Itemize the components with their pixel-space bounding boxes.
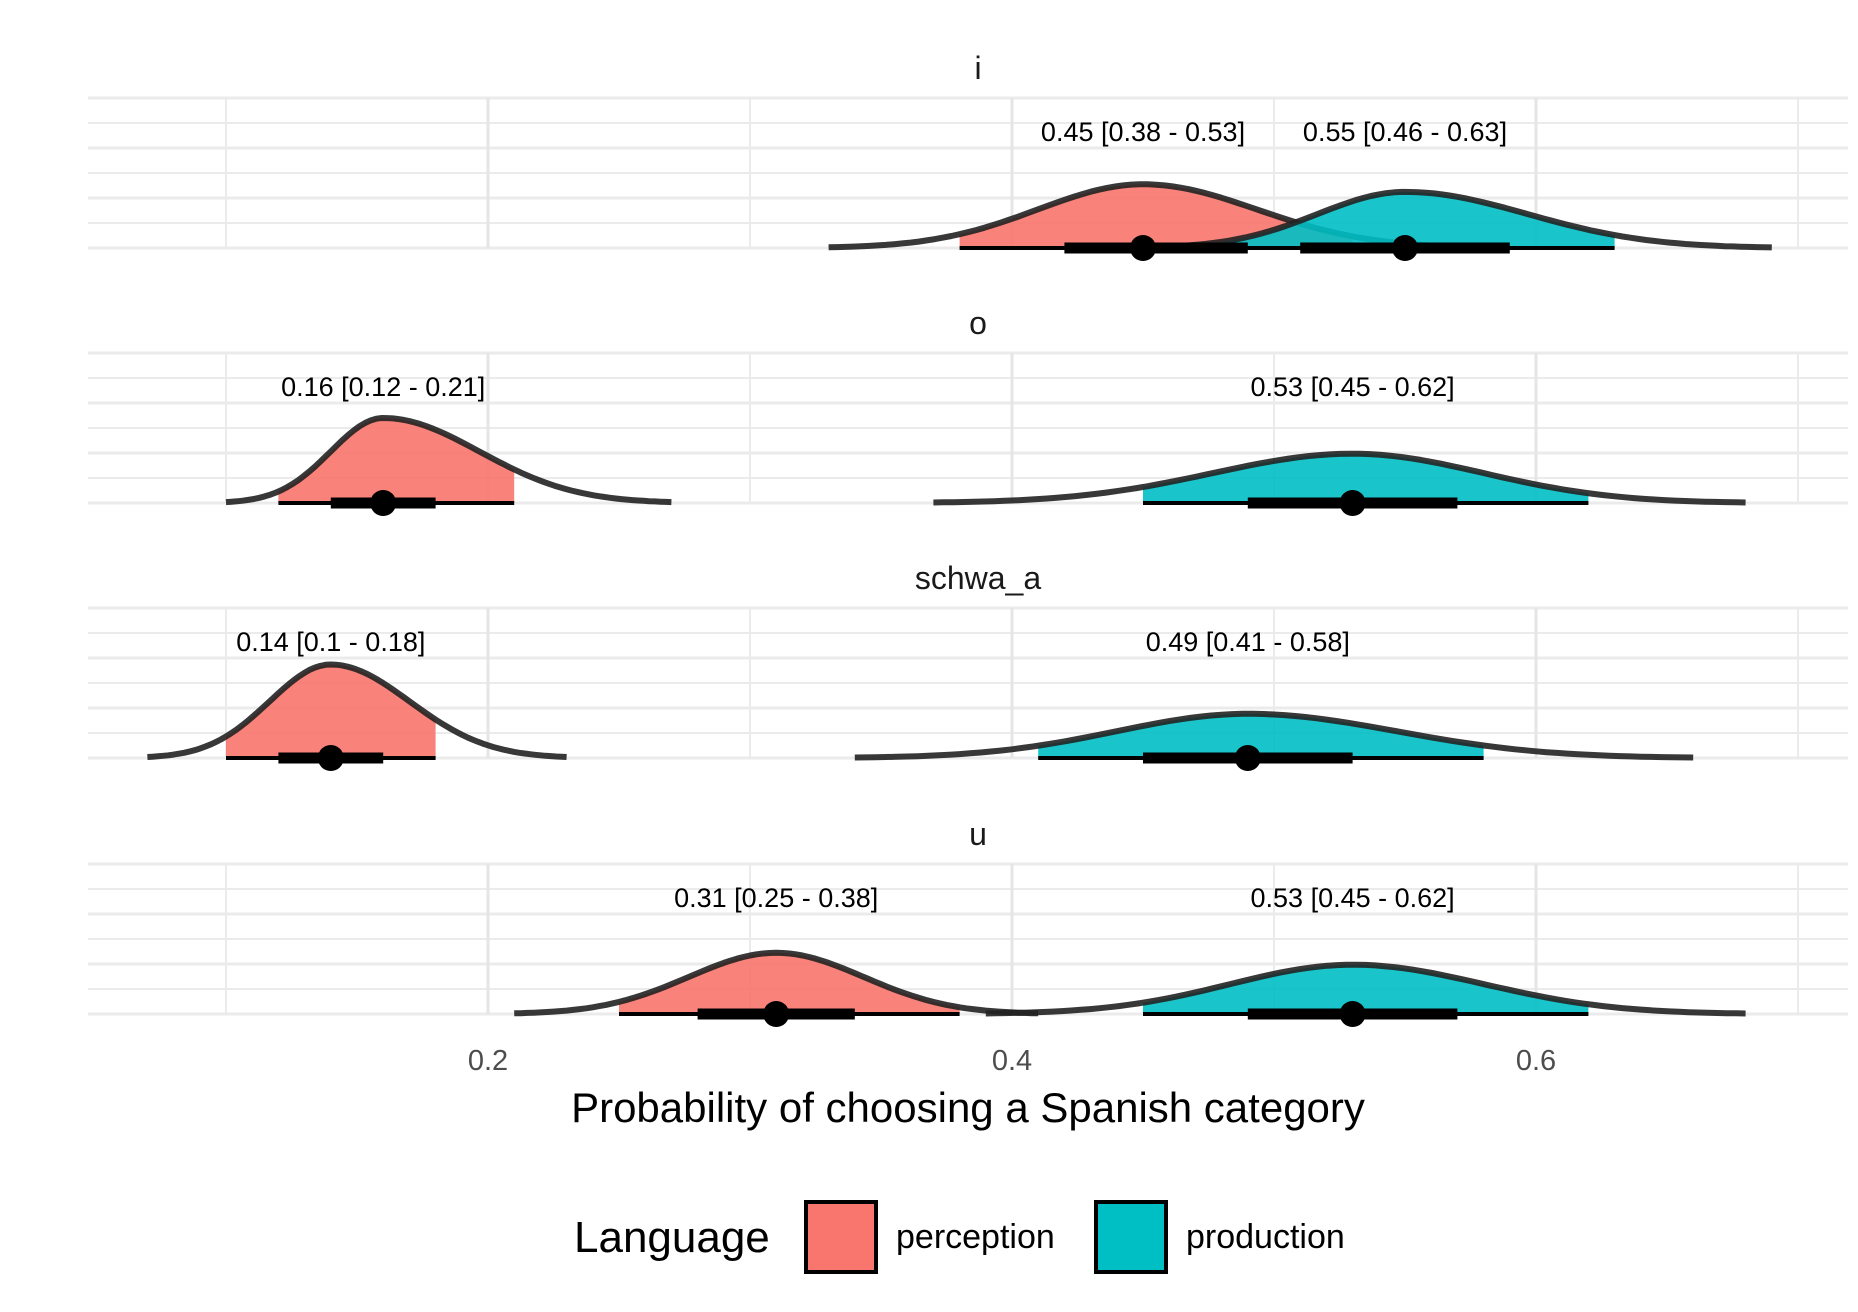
median-point-i-production — [1392, 235, 1418, 261]
facet-title-u: u — [969, 816, 987, 852]
estimate-label-o-perception: 0.16 [0.12 - 0.21] — [281, 372, 485, 402]
density-outline-i-production — [1142, 188, 1772, 251]
density-outline-schwa_a-production — [854, 710, 1694, 761]
median-point-u-production — [1339, 1001, 1366, 1027]
facet-title-i: i — [974, 50, 981, 86]
legend-title: Language — [574, 1213, 770, 1262]
x-axis-title: Probability of choosing a Spanish catego… — [571, 1084, 1365, 1131]
estimate-label-i-production: 0.55 [0.46 - 0.63] — [1303, 117, 1507, 147]
estimate-label-u-production: 0.53 [0.45 - 0.62] — [1251, 883, 1455, 913]
estimate-label-schwa_a-production: 0.49 [0.41 - 0.58] — [1146, 627, 1350, 657]
density-fill-o-perception — [278, 418, 515, 503]
legend-key-production — [1094, 1200, 1168, 1274]
estimate-label-i-perception: 0.45 [0.38 - 0.53] — [1041, 117, 1245, 147]
x-tick-label: 0.2 — [468, 1045, 508, 1077]
label-layer: i 0.45 [0.38 - 0.53] 0.55 [0.46 - 0.63] o 0.… — [236, 50, 1507, 913]
density-outline-u-perception — [514, 949, 1039, 1017]
estimate-label-schwa_a-perception: 0.14 [0.1 - 0.18] — [236, 627, 425, 657]
legend-label-production: production — [1186, 1218, 1345, 1256]
density-outline-schwa_a-perception — [147, 661, 567, 760]
density-fill-u-production — [1143, 964, 1589, 1014]
estimate-label-o-production: 0.53 [0.45 - 0.62] — [1251, 372, 1455, 402]
median-point-u-perception — [763, 1001, 790, 1027]
median-point-o-production — [1339, 490, 1366, 516]
legend-key-perception — [804, 1200, 878, 1274]
facet-title-schwa_a: schwa_a — [915, 560, 1042, 596]
median-point-o-perception — [370, 490, 397, 516]
density-fill-schwa_a-perception — [226, 664, 436, 758]
legend-label-perception: perception — [896, 1218, 1055, 1256]
density-outline-o-perception — [225, 415, 672, 506]
x-tick-label: 0.4 — [992, 1045, 1032, 1077]
density-fill-u-perception — [619, 952, 960, 1014]
facet-title-o: o — [969, 305, 987, 341]
median-point-schwa_a-production — [1234, 745, 1261, 771]
x-axis: 0.2 0.4 0.6 — [468, 1045, 1556, 1077]
density-outline-u-production — [985, 961, 1746, 1017]
legend: Language perception production — [574, 1200, 1345, 1274]
density-outline-o-production — [933, 450, 1746, 506]
data-layer — [147, 181, 1772, 1027]
density-fill-i-production — [1169, 191, 1615, 248]
median-point-schwa_a-perception — [317, 745, 344, 771]
median-point-i-perception — [1130, 235, 1156, 261]
density-fill-i-perception — [959, 184, 1353, 248]
estimate-label-u-perception: 0.31 [0.25 - 0.38] — [674, 883, 878, 913]
x-tick-label: 0.6 — [1516, 1045, 1556, 1077]
